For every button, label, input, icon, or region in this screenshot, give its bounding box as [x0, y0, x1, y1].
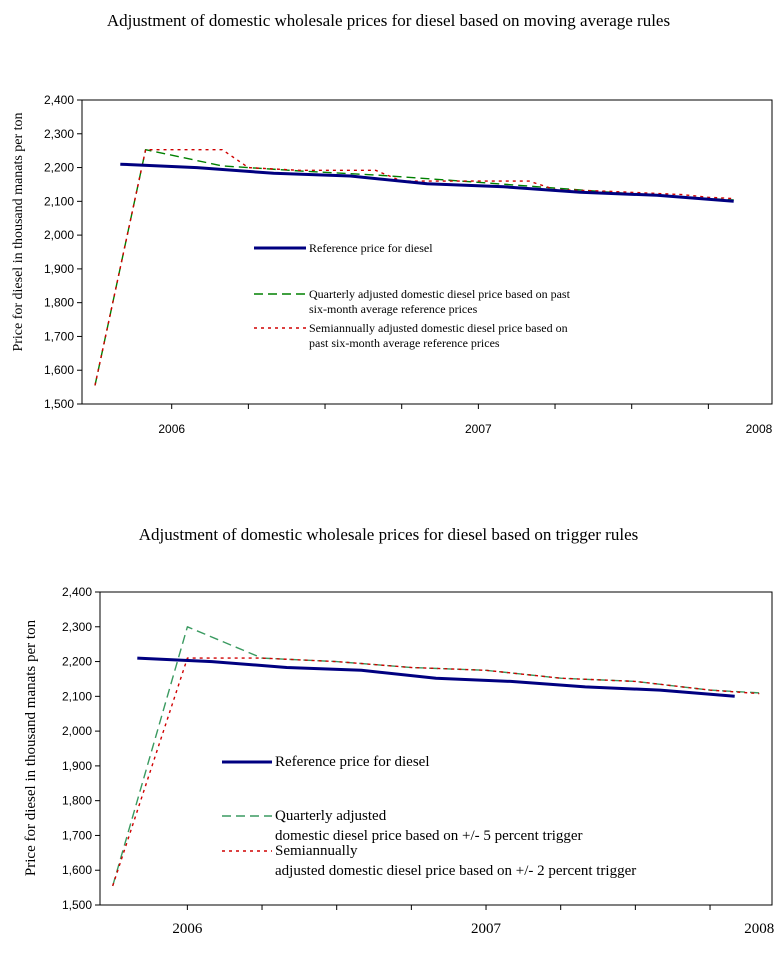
y-tick-label: 1,800 [62, 794, 92, 808]
y-tick-label: 1,500 [44, 397, 74, 411]
legend-label: Semiannually adjusted domestic diesel pri… [275, 843, 636, 879]
legend-label: Reference price for diesel [309, 241, 433, 255]
series-line-1 [120, 162, 734, 203]
y-tick-label: 1,500 [62, 898, 92, 912]
legend-label-line: Quarterly adjusted domestic diesel price… [309, 287, 571, 301]
chart-title: Adjustment of domestic wholesale prices … [106, 11, 671, 30]
chart-title: Adjustment of domestic wholesale prices … [138, 525, 639, 544]
plot-area [81, 99, 773, 405]
series-line-3 [94, 148, 734, 386]
y-tick-label: 2,300 [44, 127, 74, 141]
legend-label-line: Semiannually [275, 843, 358, 859]
y-tick-label: 1,600 [44, 363, 74, 377]
legend-label-line: Reference price for diesel [275, 754, 430, 770]
y-tick-label: 2,300 [62, 620, 92, 634]
y-axis-label: Price for diesel in thousand manats per … [23, 619, 39, 876]
x-tick-label: 2006 [172, 921, 203, 937]
y-tick-label: 2,200 [62, 655, 92, 669]
legend: Reference price for diesel Quarterly adju… [222, 754, 636, 879]
legend-label: Semiannually adjusted domestic diesel pr… [309, 321, 568, 350]
x-tick-label: 2008 [744, 921, 774, 937]
y-tick-label: 1,900 [44, 262, 74, 276]
y-tick-label: 1,900 [62, 759, 92, 773]
legend-label-line: past six-month average reference prices [309, 336, 500, 350]
legend-label-line: Quarterly adjusted [275, 808, 387, 824]
y-tick-label: 2,400 [62, 585, 92, 599]
x-tick-label: 2007 [471, 921, 502, 937]
legend-label-line: adjusted domestic diesel price based on … [275, 863, 636, 879]
y-tick-label: 2,100 [44, 194, 74, 208]
y-axis-label: Price for diesel in thousand manats per … [11, 112, 26, 351]
legend-label-line: six-month average reference prices [309, 302, 478, 316]
legend-label-line: Reference price for diesel [309, 241, 433, 255]
moving-average-chart: Adjustment of domestic wholesale prices … [0, 0, 777, 450]
x-tick-label: 2006 [158, 422, 185, 436]
y-tick-label: 2,200 [44, 161, 74, 175]
y-tick-label: 1,600 [62, 863, 92, 877]
x-tick-label: 2008 [746, 422, 773, 436]
x-axis: 2006 2007 2008 [172, 905, 774, 937]
trigger-rules-chart-svg: 1,500 1,600 1,700 1,800 1,900 2,000 2,100 2,200… [23, 585, 774, 937]
y-axis: 1,500 1,600 1,700 1,800 1,900 2,000 2,100 2,200… [44, 93, 82, 411]
y-tick-label: 1,700 [44, 329, 74, 343]
legend-label-line: domestic diesel price based on +/- 5 per… [275, 828, 583, 844]
series-line-3 [112, 657, 760, 887]
series-line-1 [137, 656, 735, 698]
series-line-2 [94, 148, 734, 386]
y-tick-label: 1,800 [44, 296, 74, 310]
moving-average-chart-svg: 1,500 1,600 1,700 1,800 1,900 2,000 2,100 2,200… [11, 93, 773, 436]
y-axis: 1,500 1,600 1,700 1,800 1,900 2,000 2,100 2,200… [62, 585, 100, 912]
plot-area [99, 591, 773, 906]
legend-label: Quarterly adjusted domestic diesel price… [309, 287, 571, 316]
legend-label: Quarterly adjusted domestic diesel price … [275, 808, 583, 844]
x-axis: 2006 2007 2008 [158, 404, 773, 436]
legend-label: Reference price for diesel [275, 754, 430, 770]
y-tick-label: 2,000 [62, 724, 92, 738]
y-tick-label: 1,700 [62, 828, 92, 842]
y-tick-label: 2,100 [62, 689, 92, 703]
x-tick-label: 2007 [465, 422, 492, 436]
y-tick-label: 2,000 [44, 228, 74, 242]
y-tick-label: 2,400 [44, 93, 74, 107]
legend: Reference price for diesel Quarterly adju… [254, 241, 571, 350]
legend-label-line: Semiannually adjusted domestic diesel pr… [309, 321, 568, 335]
trigger-rules-chart: Adjustment of domestic wholesale prices … [0, 500, 777, 966]
series-line-2 [112, 626, 760, 887]
